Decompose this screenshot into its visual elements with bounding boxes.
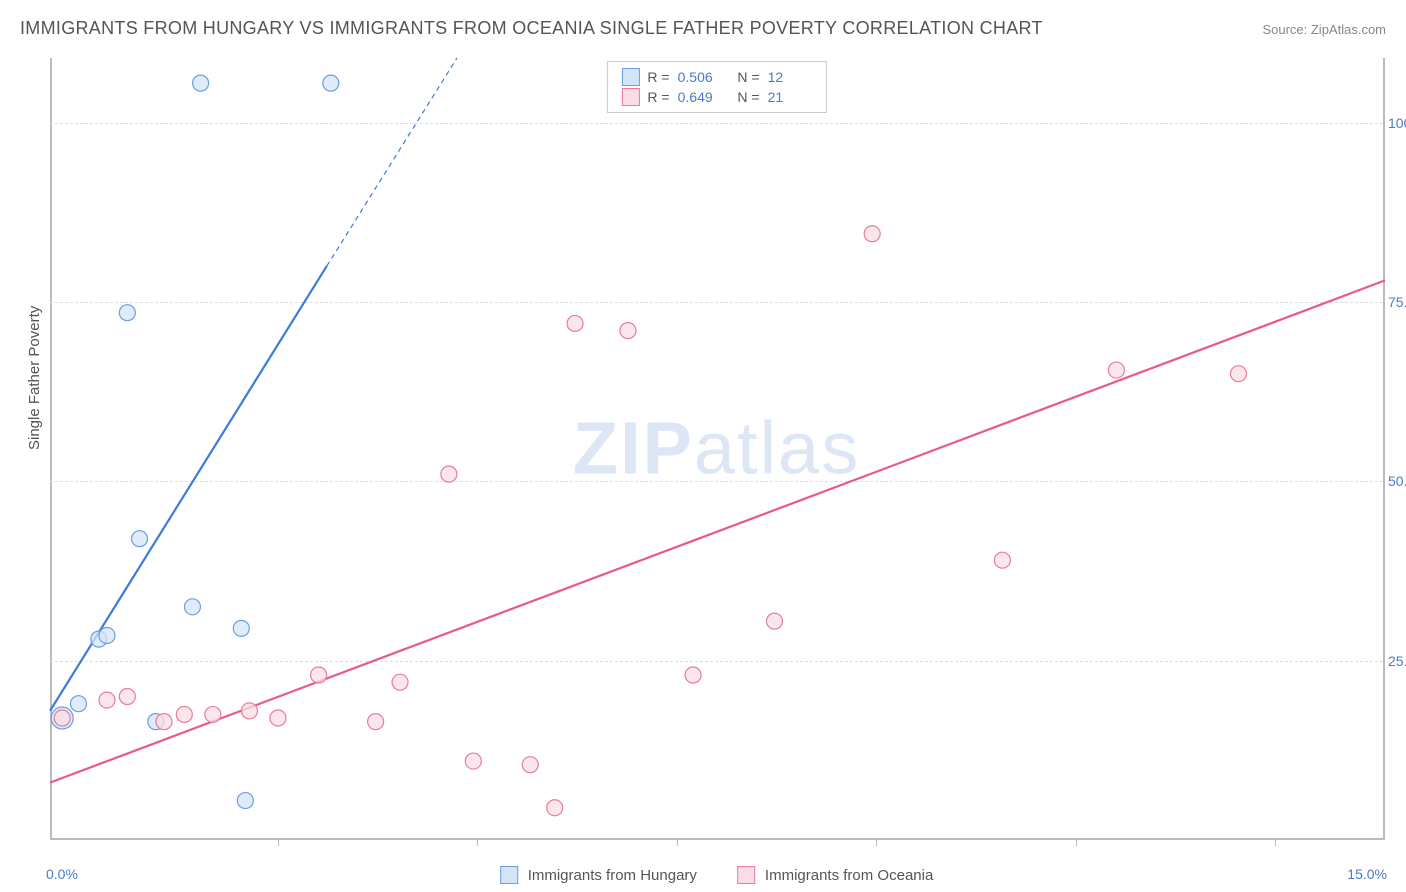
x-tick-mark: [477, 838, 478, 846]
data-point: [132, 531, 148, 547]
data-point: [311, 667, 327, 683]
data-point: [1230, 366, 1246, 382]
legend-r-label: R =: [647, 87, 669, 107]
data-point: [99, 692, 115, 708]
data-point: [184, 599, 200, 615]
x-tick-max: 15.0%: [1347, 866, 1387, 882]
x-tick-mark: [278, 838, 279, 846]
legend-swatch: [621, 68, 639, 86]
data-point: [368, 714, 384, 730]
data-point: [99, 628, 115, 644]
data-point: [620, 323, 636, 339]
data-point: [392, 674, 408, 690]
legend-row: R = 0.506 N = 12: [621, 67, 811, 87]
x-tick-mark: [1275, 838, 1276, 846]
legend-series-item: Immigrants from Hungary: [500, 866, 697, 884]
series-legend: Immigrants from Hungary Immigrants from O…: [500, 866, 934, 884]
data-point: [567, 315, 583, 331]
chart-title: IMMIGRANTS FROM HUNGARY VS IMMIGRANTS FR…: [20, 18, 1043, 39]
legend-swatch: [621, 88, 639, 106]
chart-plot-area: ZIPatlas 25.0%50.0%75.0%100.0% R =0.506 …: [50, 58, 1385, 840]
data-point: [522, 757, 538, 773]
legend-n-label: N =: [730, 87, 760, 107]
trend-line: [50, 266, 327, 711]
legend-series-item: Immigrants from Oceania: [737, 866, 933, 884]
data-point: [241, 703, 257, 719]
x-tick-min: 0.0%: [46, 866, 78, 882]
correlation-legend: R = 0.506 N = 12 R = 0.649 N = 21: [606, 61, 826, 113]
legend-series-label: Immigrants from Hungary: [528, 867, 697, 884]
trend-line-extrapolated: [327, 58, 457, 266]
data-point: [119, 305, 135, 321]
data-point: [205, 706, 221, 722]
legend-swatch: [737, 866, 755, 884]
data-point: [994, 552, 1010, 568]
scatter-plot-svg: [50, 58, 1383, 838]
data-point: [193, 75, 209, 91]
legend-series-label: Immigrants from Oceania: [765, 867, 933, 884]
data-point: [270, 710, 286, 726]
y-tick-label: 25.0%: [1388, 653, 1406, 669]
data-point: [441, 466, 457, 482]
data-point: [176, 706, 192, 722]
data-point: [766, 613, 782, 629]
data-point: [237, 793, 253, 809]
data-point: [119, 689, 135, 705]
legend-r-value: 0.506: [678, 67, 722, 87]
y-tick-label: 75.0%: [1388, 294, 1406, 310]
source-attribution: Source: ZipAtlas.com: [1262, 22, 1386, 37]
data-point: [864, 226, 880, 242]
data-point: [1108, 362, 1124, 378]
legend-swatch: [500, 866, 518, 884]
x-tick-mark: [876, 838, 877, 846]
legend-r-label: R =: [647, 67, 669, 87]
data-point: [233, 620, 249, 636]
y-tick-label: 50.0%: [1388, 473, 1406, 489]
y-axis-label: Single Father Poverty: [26, 306, 43, 450]
data-point: [156, 714, 172, 730]
legend-r-value: 0.649: [678, 87, 722, 107]
data-point: [547, 800, 563, 816]
data-point: [685, 667, 701, 683]
legend-row: R = 0.649 N = 21: [621, 87, 811, 107]
data-point: [323, 75, 339, 91]
y-tick-label: 100.0%: [1388, 115, 1406, 131]
legend-n-value: 12: [768, 67, 812, 87]
x-tick-mark: [1076, 838, 1077, 846]
legend-n-value: 21: [768, 87, 812, 107]
data-point: [70, 696, 86, 712]
data-point: [54, 710, 70, 726]
data-point: [465, 753, 481, 769]
x-tick-mark: [677, 838, 678, 846]
legend-n-label: N =: [730, 67, 760, 87]
